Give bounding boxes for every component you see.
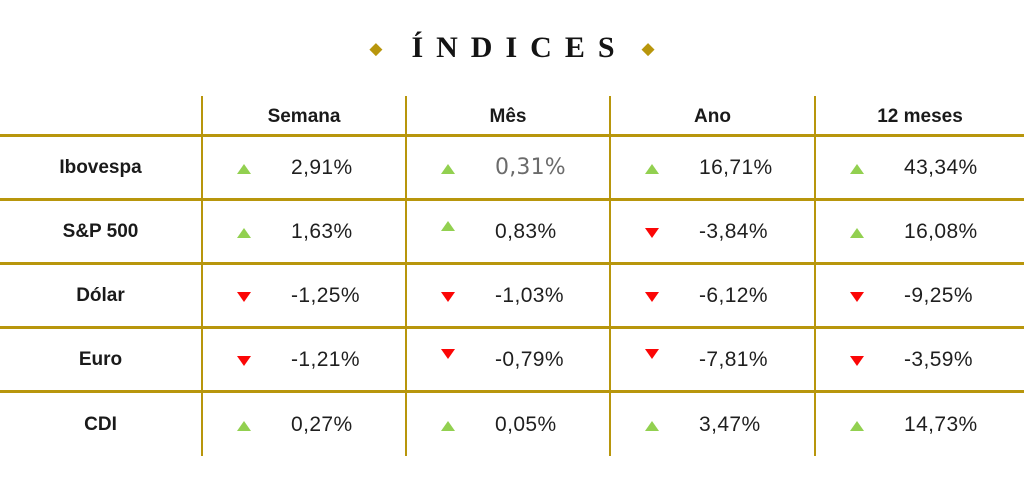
cell-dolar-12meses: -9,25% (816, 265, 1024, 329)
cell-ibovespa-12meses: 43,34% (816, 137, 1024, 201)
cell-dolar-semana: -1,25% (203, 265, 407, 329)
cell-euro-12meses: -3,59% (816, 329, 1024, 393)
cell-value: 3,47% (699, 412, 761, 436)
trend-arrow-icon (850, 355, 864, 366)
trend-arrow-icon (645, 348, 659, 359)
trend-arrow-icon (237, 291, 251, 302)
cell-value: 0,27% (291, 412, 353, 436)
cell-cdi-12meses: 14,73% (816, 393, 1024, 456)
trend-arrow-icon (441, 348, 455, 359)
row-label: Dólar (0, 265, 203, 329)
cell-sp500-semana: 1,63% (203, 201, 407, 265)
header-cell-empty (0, 96, 203, 137)
cell-euro-semana: -1,21% (203, 329, 407, 393)
header-cell-ano: Ano (611, 96, 816, 137)
table-header-row: Semana Mês Ano 12 meses (0, 96, 1024, 137)
header-cell-mes: Mês (407, 96, 611, 137)
trend-arrow-icon (850, 420, 864, 431)
cell-sp500-ano: -3,84% (611, 201, 816, 265)
page-title: ÍNDICES (411, 31, 628, 64)
cell-euro-ano: -7,81% (611, 329, 816, 393)
cell-value: -3,84% (699, 219, 768, 243)
header-cell-semana: Semana (203, 96, 407, 137)
row-label: S&P 500 (0, 201, 203, 265)
trend-arrow-icon (645, 420, 659, 431)
indices-table: Semana Mês Ano 12 meses Ibovespa 2,91% 0… (0, 96, 1024, 456)
cell-dolar-mes: -1,03% (407, 265, 611, 329)
cell-value: -7,81% (699, 347, 768, 371)
table-row-euro: Euro -1,21% -0,79% -7,81% -3,59% (0, 329, 1024, 393)
cell-value: 16,71% (699, 155, 773, 179)
trend-arrow-icon (850, 227, 864, 238)
row-label: Ibovespa (0, 137, 203, 201)
diamond-icon: ◆ (641, 38, 655, 59)
trend-arrow-icon (441, 291, 455, 302)
cell-cdi-semana: 0,27% (203, 393, 407, 456)
cell-value: 16,08% (904, 219, 978, 243)
cell-value: 14,73% (904, 412, 978, 436)
trend-arrow-icon (237, 163, 251, 174)
header-cell-12meses: 12 meses (816, 96, 1024, 137)
page-title-band: ◆ ÍNDICES ◆ (0, 0, 1024, 96)
cell-value: 43,34% (904, 155, 978, 179)
table-row-dolar: Dólar -1,25% -1,03% -6,12% -9,25% (0, 265, 1024, 329)
cell-cdi-ano: 3,47% (611, 393, 816, 456)
cell-dolar-ano: -6,12% (611, 265, 816, 329)
cell-value: 0,05% (495, 412, 557, 436)
cell-value: 1,63% (291, 219, 353, 243)
cell-ibovespa-ano: 16,71% (611, 137, 816, 201)
table-row-ibovespa: Ibovespa 2,91% 0,31% 16,71% 43,34% (0, 137, 1024, 201)
trend-arrow-icon (645, 291, 659, 302)
cell-value: -1,21% (291, 347, 360, 371)
trend-arrow-icon (441, 220, 455, 231)
cell-euro-mes: -0,79% (407, 329, 611, 393)
cell-value: -0,79% (495, 347, 564, 371)
cell-value: -1,03% (495, 283, 564, 307)
cell-cdi-mes: 0,05% (407, 393, 611, 456)
cell-value: -3,59% (904, 347, 973, 371)
trend-arrow-icon (645, 163, 659, 174)
trend-arrow-icon (441, 420, 455, 431)
cell-value: 2,91% (291, 155, 353, 179)
row-label: Euro (0, 329, 203, 393)
trend-arrow-icon (237, 227, 251, 238)
cell-value: 0,31% (495, 155, 566, 180)
cell-sp500-mes: 0,83% (407, 201, 611, 265)
cell-value: 0,83% (495, 219, 557, 243)
cell-value: -6,12% (699, 283, 768, 307)
table-row-sp500: S&P 500 1,63% 0,83% -3,84% 16,08% (0, 201, 1024, 265)
cell-value: -9,25% (904, 283, 973, 307)
trend-arrow-icon (441, 163, 455, 174)
table-row-cdi: CDI 0,27% 0,05% 3,47% 14,73% (0, 393, 1024, 456)
cell-ibovespa-semana: 2,91% (203, 137, 407, 201)
cell-ibovespa-mes: 0,31% (407, 137, 611, 201)
trend-arrow-icon (645, 227, 659, 238)
trend-arrow-icon (850, 163, 864, 174)
cell-sp500-12meses: 16,08% (816, 201, 1024, 265)
row-label: CDI (0, 393, 203, 456)
cell-value: -1,25% (291, 283, 360, 307)
trend-arrow-icon (850, 291, 864, 302)
diamond-icon: ◆ (369, 38, 383, 59)
trend-arrow-icon (237, 420, 251, 431)
trend-arrow-icon (237, 355, 251, 366)
